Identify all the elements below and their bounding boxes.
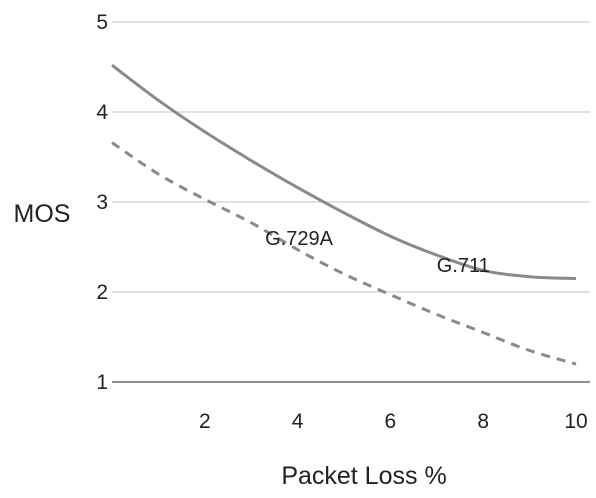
g-711-series-line xyxy=(111,64,577,280)
y-tick-label: 2 xyxy=(96,281,108,304)
y-axis-title: MOS xyxy=(14,200,71,228)
x-tick-label: 4 xyxy=(292,410,304,433)
x-axis-ticks: 2 4 6 8 10 xyxy=(199,410,588,433)
x-axis-title: Packet Loss % xyxy=(281,462,446,490)
y-tick-label: 3 xyxy=(96,191,108,214)
g-711-series-label: G.711 xyxy=(437,255,490,277)
g-729a-series-label: G.729A xyxy=(265,228,333,250)
x-tick-label: 6 xyxy=(385,410,397,433)
x-tick-label: 8 xyxy=(477,410,489,433)
y-tick-label: 5 xyxy=(96,11,108,34)
series-labels: G.711 G.729A xyxy=(265,228,490,277)
x-tick-label: 2 xyxy=(199,410,211,433)
x-tick-label: 10 xyxy=(564,410,587,433)
g-729a-series-line xyxy=(111,141,577,366)
y-tick-label: 1 xyxy=(96,371,108,394)
grid-lines xyxy=(112,21,590,383)
y-tick-label: 4 xyxy=(96,101,108,124)
series-lines xyxy=(111,64,577,366)
y-axis-ticks: 1 2 3 4 5 xyxy=(96,11,108,394)
